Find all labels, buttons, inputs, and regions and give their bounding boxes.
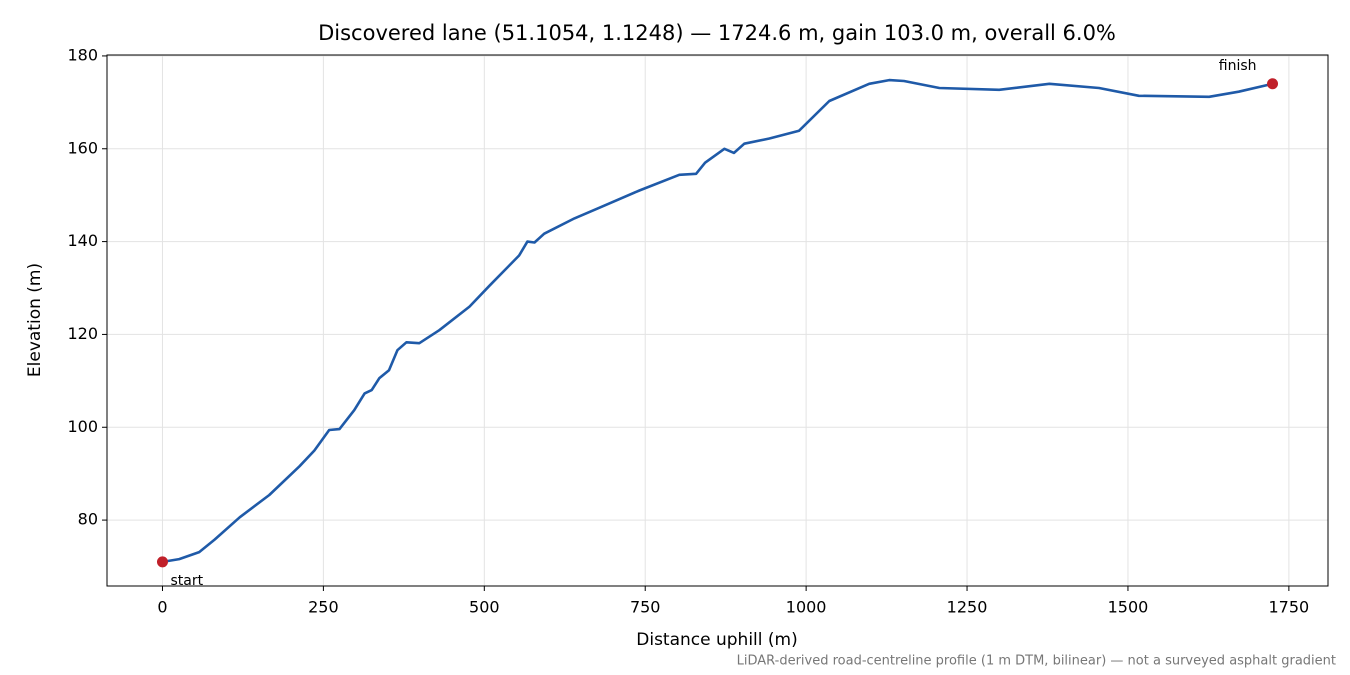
x-tick-label: 1000 xyxy=(786,598,827,617)
endpoint-label: start xyxy=(170,573,203,589)
x-tick-label: 500 xyxy=(469,598,500,617)
plot-frame xyxy=(106,54,1329,587)
y-tick-label: 180 xyxy=(67,45,98,64)
x-tick-label: 1250 xyxy=(947,598,988,617)
endpoint-label: finish xyxy=(1219,58,1257,74)
x-tick-label: 1500 xyxy=(1108,598,1149,617)
x-tick-label: 0 xyxy=(157,598,167,617)
x-tick-label: 250 xyxy=(308,598,339,617)
y-axis-label: Elevation (m) xyxy=(25,263,45,377)
endpoint-marker xyxy=(156,556,168,568)
x-axis-label: Distance uphill (m) xyxy=(636,630,797,650)
y-tick-label: 120 xyxy=(67,324,98,343)
y-tick-label: 160 xyxy=(67,138,98,157)
elevation-line xyxy=(162,78,1273,564)
endpoint-marker xyxy=(1267,78,1279,90)
footnote: LiDAR-derived road-centreline profile (1… xyxy=(737,654,1336,669)
y-tick-label: 140 xyxy=(67,231,98,250)
x-tick-label: 750 xyxy=(630,598,661,617)
x-tick-label: 1750 xyxy=(1269,598,1310,617)
chart-title: Discovered lane (51.1054, 1.1248) — 1724… xyxy=(318,21,1116,45)
y-tick-label: 100 xyxy=(67,417,98,436)
y-tick-label: 80 xyxy=(78,510,98,529)
